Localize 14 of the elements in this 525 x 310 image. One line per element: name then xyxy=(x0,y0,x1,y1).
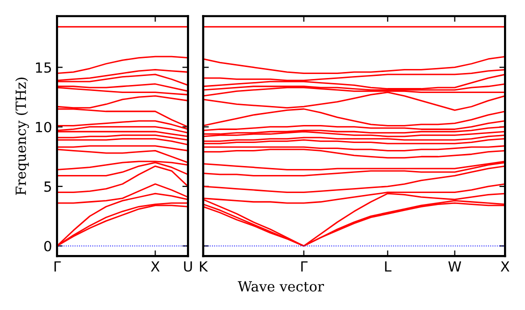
x-axis-title: Wave vector xyxy=(238,281,324,292)
x-tick-label: X xyxy=(150,261,160,272)
y-tick-label: 0 xyxy=(44,240,52,252)
x-tick-label: X xyxy=(500,261,510,272)
y-tick-label: 15 xyxy=(36,62,51,73)
x-tick-label: W xyxy=(448,261,462,272)
y-axis-title: Frequency (THz) xyxy=(15,78,29,195)
y-tick-label: 10 xyxy=(36,122,52,132)
x-tick-label: Γ xyxy=(301,261,308,272)
x-tick-label: L xyxy=(385,261,392,272)
x-tick-label: Γ xyxy=(54,261,61,272)
x-tick-label: K xyxy=(200,261,208,272)
x-tick-label: U xyxy=(184,261,192,272)
y-tick-label: 5 xyxy=(44,182,51,192)
